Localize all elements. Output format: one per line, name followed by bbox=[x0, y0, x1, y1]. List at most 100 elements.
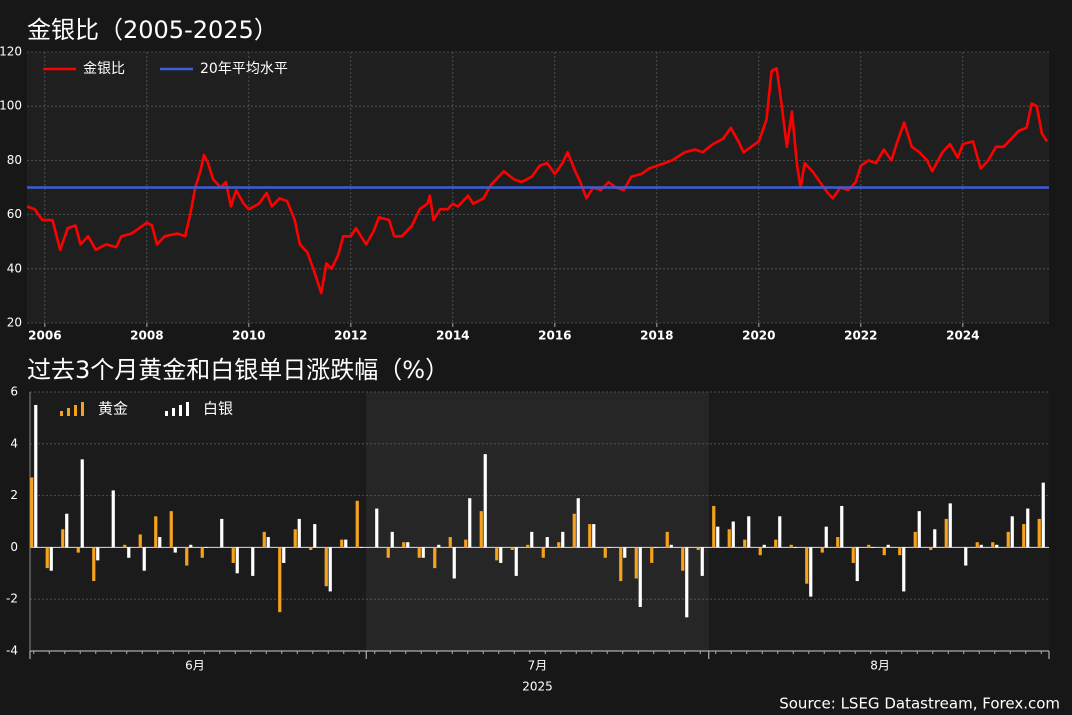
bar bbox=[479, 511, 483, 548]
bar bbox=[665, 531, 669, 548]
x-tick-label: 2020 bbox=[742, 329, 775, 343]
bar bbox=[840, 505, 844, 548]
bar bbox=[355, 500, 359, 548]
x-tick-label: 2018 bbox=[640, 329, 673, 343]
x-tick-label: 2014 bbox=[436, 329, 469, 343]
bar bbox=[371, 547, 375, 548]
bar bbox=[960, 547, 964, 548]
bar bbox=[654, 547, 658, 548]
bar bbox=[530, 531, 534, 548]
bar bbox=[607, 547, 611, 548]
legend-swatch bbox=[165, 411, 168, 416]
bar bbox=[1026, 508, 1030, 548]
bar bbox=[789, 544, 793, 548]
legend-swatch bbox=[67, 408, 70, 416]
bar bbox=[902, 547, 906, 592]
bar bbox=[142, 547, 146, 571]
bar bbox=[216, 547, 220, 548]
bar bbox=[169, 511, 173, 548]
bar bbox=[328, 547, 332, 592]
y-tick-label: 20 bbox=[7, 316, 22, 330]
bar bbox=[716, 526, 720, 548]
bar bbox=[231, 547, 235, 563]
y-tick-label: 0 bbox=[10, 540, 18, 554]
bar bbox=[882, 547, 886, 556]
bar bbox=[293, 529, 297, 548]
x-tick-label: 2010 bbox=[232, 329, 265, 343]
legend-label: 黄金 bbox=[98, 400, 128, 418]
bar bbox=[681, 547, 685, 571]
bar bbox=[727, 529, 731, 548]
bar bbox=[200, 547, 204, 558]
y-tick-label: 100 bbox=[0, 99, 22, 113]
bar bbox=[173, 547, 177, 553]
bar bbox=[855, 547, 859, 582]
bar bbox=[34, 404, 38, 548]
bar bbox=[650, 547, 654, 563]
bar bbox=[495, 547, 499, 561]
bar bbox=[282, 547, 286, 563]
bar bbox=[545, 537, 549, 548]
bar bbox=[793, 547, 797, 548]
bar bbox=[592, 524, 596, 548]
bar bbox=[324, 547, 328, 587]
bar bbox=[1010, 516, 1014, 548]
bar bbox=[235, 547, 239, 574]
bar bbox=[1006, 531, 1010, 548]
bar bbox=[92, 547, 96, 582]
bar bbox=[851, 547, 855, 563]
x-tick-label: 2006 bbox=[28, 329, 61, 343]
bar bbox=[452, 547, 456, 579]
bar bbox=[913, 531, 917, 548]
bar bbox=[634, 547, 638, 579]
legend-swatch bbox=[60, 411, 63, 416]
y-tick-label: -2 bbox=[6, 592, 18, 606]
bar bbox=[30, 477, 34, 548]
legend-swatch bbox=[172, 408, 175, 416]
x-tick-label: 2024 bbox=[946, 329, 979, 343]
bar bbox=[297, 518, 301, 548]
y-tick-label: 2 bbox=[10, 488, 18, 502]
x-tick-label: 2016 bbox=[538, 329, 571, 343]
bar bbox=[220, 518, 224, 548]
bar bbox=[712, 505, 716, 548]
bar bbox=[975, 542, 979, 548]
bar bbox=[824, 526, 828, 548]
legend-label: 金银比 bbox=[83, 61, 125, 77]
legend-swatch bbox=[74, 405, 77, 416]
bar bbox=[127, 547, 131, 558]
bar bbox=[313, 524, 317, 548]
bar bbox=[669, 544, 673, 548]
bar bbox=[433, 547, 437, 569]
chart-title: 金银比（2005-2025） bbox=[27, 16, 278, 44]
bar bbox=[979, 544, 983, 548]
bar bbox=[995, 544, 999, 548]
bar bbox=[964, 547, 968, 566]
bar bbox=[917, 511, 921, 548]
bar bbox=[123, 544, 127, 548]
bar bbox=[820, 547, 824, 553]
bar bbox=[576, 498, 580, 548]
legend-label: 20年平均水平 bbox=[200, 61, 288, 77]
bar bbox=[96, 547, 100, 561]
bar bbox=[266, 537, 270, 548]
x-tick-label: 2012 bbox=[334, 329, 367, 343]
bar bbox=[685, 547, 689, 618]
bar bbox=[731, 521, 735, 548]
bar bbox=[154, 516, 158, 548]
bar bbox=[898, 547, 902, 556]
bar bbox=[747, 516, 751, 548]
bar bbox=[561, 531, 565, 548]
bar bbox=[344, 539, 348, 548]
legend-swatch bbox=[179, 405, 182, 416]
x-axis-label: 2025 bbox=[522, 680, 553, 694]
bar bbox=[406, 542, 410, 548]
bar bbox=[421, 547, 425, 558]
bar bbox=[871, 547, 875, 548]
bar bbox=[696, 547, 700, 550]
bar bbox=[76, 547, 80, 553]
chart-title: 过去3个月黄金和白银单日涨跌幅（%） bbox=[27, 356, 449, 384]
bar bbox=[944, 518, 948, 548]
bar bbox=[623, 547, 627, 558]
bar bbox=[619, 547, 623, 582]
